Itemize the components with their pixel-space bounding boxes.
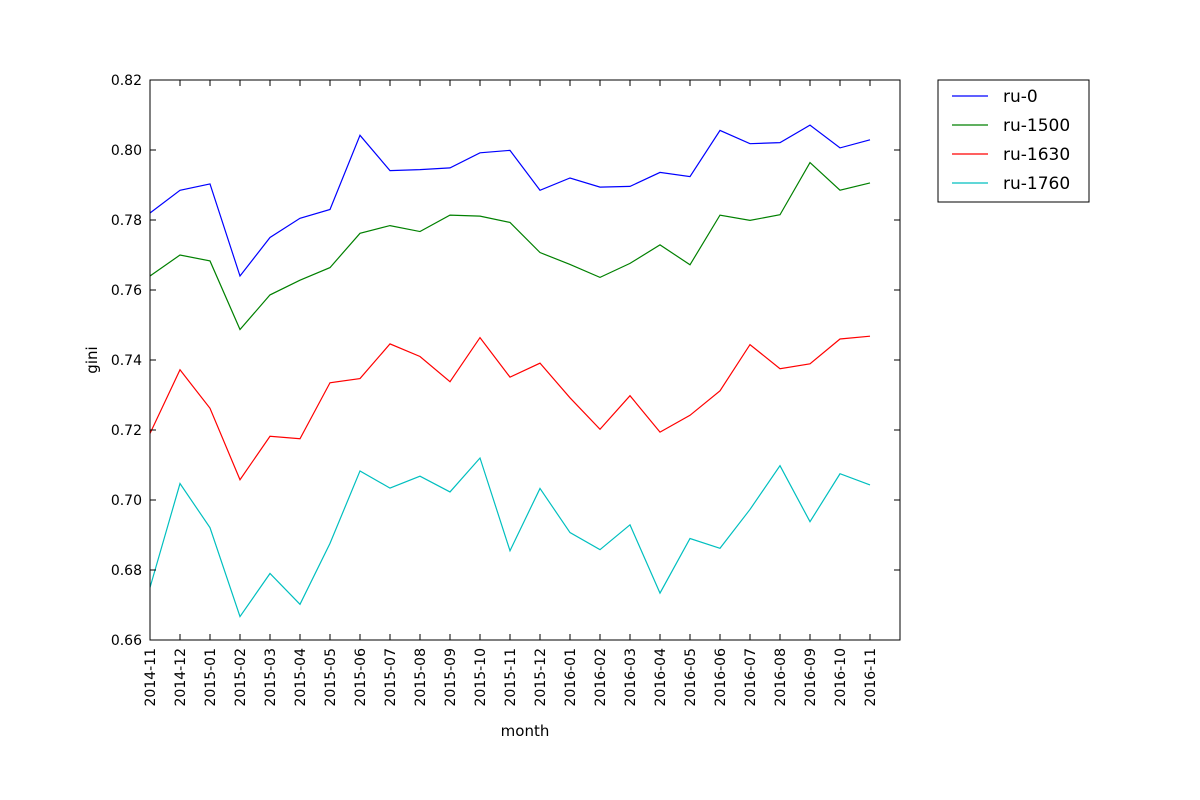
x-tick-label: 2015-07 bbox=[383, 648, 399, 707]
y-tick-label: 0.68 bbox=[111, 563, 142, 579]
y-axis: 0.66 0.68 0.70 0.72 0.74 0.76 0.78 0.80 0.82 bbox=[111, 73, 900, 649]
legend-label-ru-1500: ru-1500 bbox=[1003, 116, 1070, 136]
x-tick-label: 2016-08 bbox=[773, 648, 789, 707]
x-tick-label: 2015-03 bbox=[263, 648, 279, 707]
legend-box bbox=[937, 79, 1090, 203]
y-tick-label: 0.74 bbox=[111, 353, 142, 369]
x-tick-label: 2016-01 bbox=[563, 648, 579, 707]
y-tick-label: 0.76 bbox=[111, 283, 142, 299]
x-tick-label: 2015-04 bbox=[293, 648, 309, 707]
x-tick-label: 2015-09 bbox=[443, 648, 459, 707]
x-tick-label: 2014-11 bbox=[143, 648, 159, 707]
x-tick-label: 2015-08 bbox=[413, 648, 429, 707]
y-axis-label: gini bbox=[83, 346, 101, 373]
plot-lines bbox=[150, 124, 871, 618]
legend-label-ru-1760: ru-1760 bbox=[1003, 174, 1070, 194]
x-tick-label: 2015-10 bbox=[473, 648, 489, 707]
series-line-ru-1630 bbox=[150, 335, 871, 481]
y-tick-label: 0.82 bbox=[111, 73, 142, 89]
x-tick-label: 2016-07 bbox=[743, 648, 759, 707]
y-tick-label: 0.78 bbox=[111, 213, 142, 229]
y-tick-label: 0.80 bbox=[111, 143, 142, 159]
x-tick-label: 2016-06 bbox=[713, 648, 729, 707]
x-tick-label: 2016-11 bbox=[863, 648, 879, 707]
y-tick-label: 0.66 bbox=[111, 633, 142, 649]
series-line-ru-1500 bbox=[150, 161, 871, 331]
x-tick-label: 2015-01 bbox=[203, 648, 219, 707]
x-tick-label: 2016-05 bbox=[683, 648, 699, 707]
x-tick-label: 2015-12 bbox=[533, 648, 549, 707]
y-tick-label: 0.72 bbox=[111, 423, 142, 439]
legend: ru-0 ru-1500 ru-1630 ru-1760 bbox=[937, 79, 1090, 203]
series-line-ru-0 bbox=[150, 124, 871, 278]
legend-label-ru-0: ru-0 bbox=[1003, 87, 1038, 107]
x-tick-label: 2016-02 bbox=[593, 648, 609, 707]
x-tick-label: 2014-12 bbox=[173, 648, 189, 707]
x-tick-label: 2015-05 bbox=[323, 648, 339, 707]
x-tick-label: 2015-02 bbox=[233, 648, 249, 707]
x-tick-label: 2016-04 bbox=[653, 648, 669, 707]
legend-label-ru-1630: ru-1630 bbox=[1003, 145, 1070, 165]
x-axis: 2014-11 2014-12 2015-01 2015-02 2015-03 2015-… bbox=[143, 80, 879, 707]
y-tick-label: 0.70 bbox=[111, 493, 142, 509]
x-tick-label: 2015-11 bbox=[503, 648, 519, 707]
x-tick-label: 2015-06 bbox=[353, 648, 369, 707]
series-line-ru-1760 bbox=[150, 456, 871, 618]
x-tick-label: 2016-10 bbox=[833, 648, 849, 707]
x-axis-label: month bbox=[501, 722, 550, 740]
x-tick-label: 2016-03 bbox=[623, 648, 639, 707]
x-tick-label: 2016-09 bbox=[803, 648, 819, 707]
